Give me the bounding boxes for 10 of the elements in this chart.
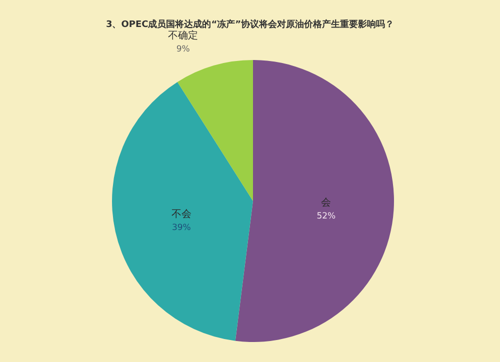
slice-label: 不会 [171, 208, 192, 220]
pie-slice [177, 60, 253, 201]
slice-label: 会 [321, 196, 332, 209]
slice-label: 不确定 [168, 29, 198, 42]
data-label: 9% [176, 44, 190, 54]
data-label: 52% [316, 212, 336, 222]
pie-slice [112, 82, 253, 341]
chart-title: 3、OPEC成员国将达成的“冻产”协议将会对原油价格产生重要影响吗？ [106, 19, 394, 30]
data-label: 39% [172, 222, 191, 233]
pie-slice [235, 60, 394, 342]
